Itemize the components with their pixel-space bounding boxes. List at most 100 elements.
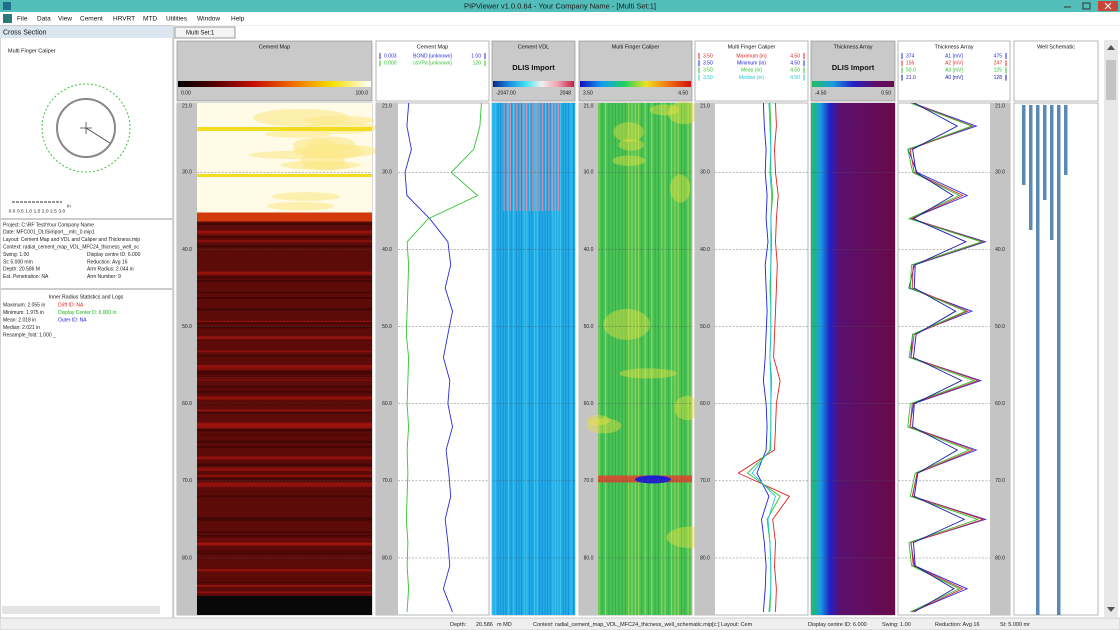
menu-item[interactable]: MTD [143, 16, 157, 23]
cement-stripe [197, 234, 372, 236]
menu-item[interactable]: View [58, 16, 72, 23]
colormap-bar [580, 81, 691, 87]
cement-stripe [197, 350, 372, 353]
close-icon [1104, 2, 1112, 10]
depth-label: 50.0 [382, 324, 392, 330]
log-curve [907, 103, 983, 613]
cement-stripe [197, 552, 372, 555]
log-track [176, 40, 379, 616]
panel-scrollbar[interactable] [2, 606, 160, 614]
v-scrollbar[interactable] [1104, 40, 1118, 617]
legend-max: 4.50 [790, 61, 800, 67]
legend-max: 1.00 [471, 53, 481, 59]
depth-label: 40.0 [382, 247, 392, 253]
legend-name: Median (in) [739, 75, 764, 81]
track-header [375, 40, 490, 102]
mfc-patch [613, 122, 644, 143]
stat-text: Maximum: 2.055 in [3, 302, 45, 308]
window-controls[interactable] [1064, 1, 1118, 11]
depth-label: 80.0 [382, 555, 392, 561]
track-header [810, 40, 896, 102]
casing-bar [1064, 105, 1068, 175]
tab[interactable] [174, 26, 236, 39]
menu-item[interactable]: Data [37, 16, 51, 23]
depth-label: 70.0 [382, 478, 392, 484]
menu-item[interactable]: Utilities [166, 16, 188, 23]
mfc-blob [635, 475, 671, 484]
cement-stripe [197, 456, 372, 460]
cement-stripe [197, 434, 372, 436]
arm-lines [80, 122, 111, 144]
info-text: Layout: Cement Map and VDL and Caliper a… [3, 237, 140, 243]
menu-item[interactable]: Cement [80, 16, 103, 23]
legend-max: 247 [994, 61, 1003, 67]
menu-item[interactable]: Window [197, 16, 220, 23]
depth-column [376, 103, 398, 615]
cement-stripe [197, 482, 372, 485]
cement-stripe [197, 272, 372, 275]
track-subtitle: DLIS Import [832, 63, 875, 72]
maximize[interactable] [1082, 2, 1091, 10]
cement-stripe [197, 230, 372, 234]
app-icon [3, 2, 11, 10]
depth-label: 40.0 [700, 247, 710, 253]
track-header [694, 40, 809, 102]
track-header [897, 40, 1011, 102]
scale-min: 0.00 [181, 90, 191, 96]
menu-item[interactable]: File [17, 16, 28, 23]
cement-stripe [197, 396, 372, 400]
scroll-thumb[interactable] [1106, 60, 1116, 100]
cement-stripe [197, 469, 372, 471]
status-text: Swing: 1.00 [882, 622, 911, 628]
scale-max: 100.0 [355, 90, 368, 96]
menu-item[interactable]: HRVRT [113, 16, 135, 23]
cement-band [197, 174, 372, 177]
cement-stripe [197, 240, 372, 242]
cement-stripe [197, 550, 372, 552]
plot-title: Multi Finger Caliper [8, 48, 56, 54]
cement-patch [252, 108, 350, 127]
legend-name: A1 [mV] [945, 53, 963, 59]
info-text: Project: C:\RF Test\Your Company Name [3, 222, 94, 228]
legend-max: 125 [994, 68, 1003, 74]
cement-patch [267, 201, 335, 211]
depth-label: 60.0 [995, 401, 1005, 407]
cement-stripe [197, 517, 372, 521]
cement-stripe [197, 364, 372, 368]
stats-title: Inner Radius Statistics and Logs [49, 294, 124, 300]
menu-item[interactable]: Help [231, 16, 245, 23]
colormap-bar [812, 81, 894, 87]
legend-min: 0.000 [384, 61, 397, 67]
cement-stripe [197, 271, 372, 273]
log-track [375, 40, 490, 616]
log-track [578, 40, 717, 616]
legend-name: Maximum (in) [736, 53, 767, 59]
legend-name: Mean (in) [741, 68, 762, 74]
info-text: Est. Penetration: NA [3, 274, 49, 280]
stat-text: Median: 2.021 in [3, 325, 40, 331]
cement-stripe [197, 297, 372, 299]
casing-bar [1022, 105, 1026, 185]
legend-min: 3.50 [703, 61, 713, 67]
depth-label: 40.0 [584, 247, 594, 253]
panel-header [0, 26, 173, 38]
legend-name: A0 [mV] [945, 75, 963, 81]
cement-stripe [197, 484, 372, 487]
cement-stripe [197, 308, 372, 311]
cement-stripe [197, 390, 372, 394]
tab-label[interactable]: Multi Set:1 [186, 31, 215, 37]
cement-stripe [197, 441, 372, 444]
legend-name: A3 [mV] [945, 68, 963, 74]
legend-max: 4.50 [790, 75, 800, 81]
cement-stripe [197, 581, 372, 584]
curve-group [404, 103, 482, 613]
track-header [1013, 40, 1099, 102]
cement-stripe [197, 320, 372, 323]
cement-stripe [197, 446, 372, 448]
legend-max: 475 [994, 53, 1003, 59]
curve-group [907, 103, 987, 613]
mfc-patch [586, 415, 611, 426]
depth-label: 30.0 [584, 170, 594, 176]
cement-stripe [197, 279, 372, 283]
legend-min: 21.0 [906, 75, 916, 81]
